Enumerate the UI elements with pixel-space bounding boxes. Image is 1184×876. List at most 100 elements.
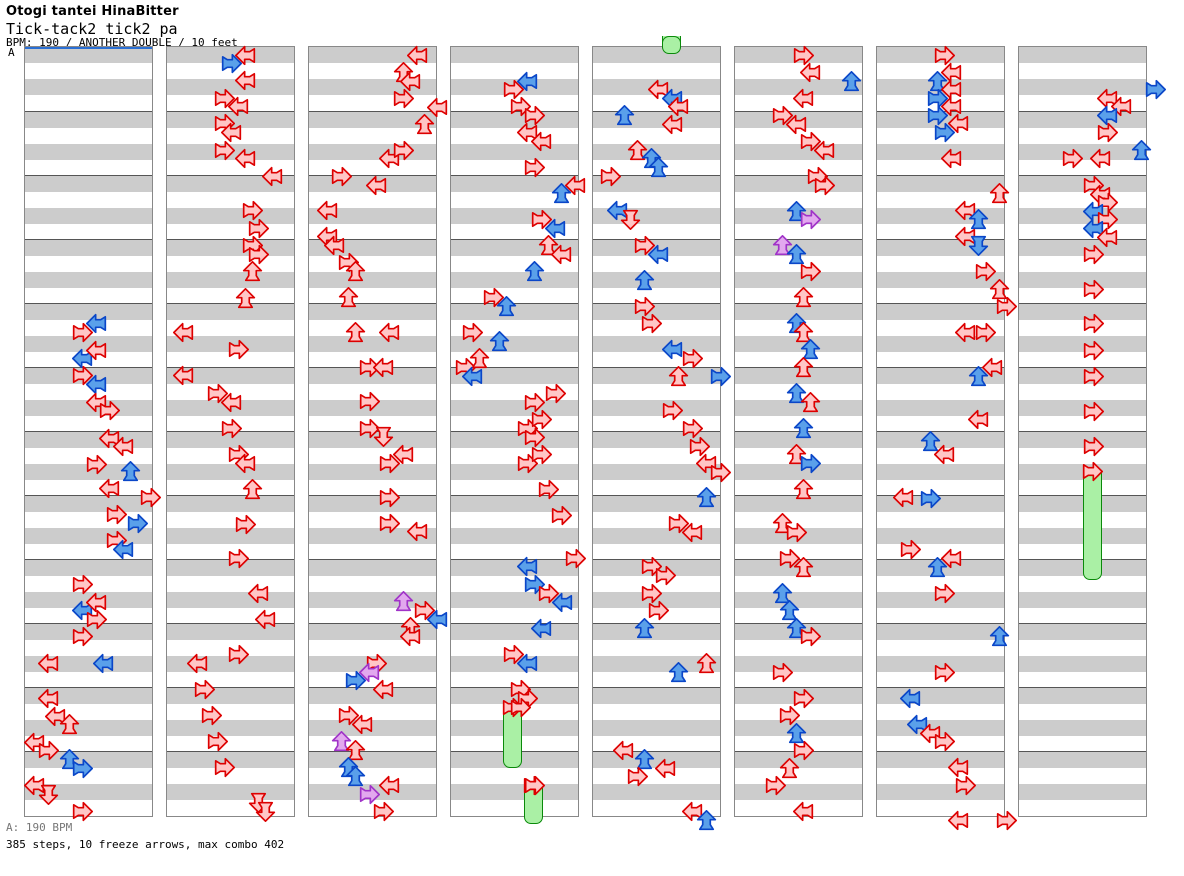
measure-band xyxy=(167,432,294,448)
measure xyxy=(877,687,1004,752)
measure-band xyxy=(1019,512,1146,528)
measure xyxy=(451,239,578,304)
measure-band xyxy=(309,464,436,480)
measure-band xyxy=(877,368,1004,384)
measure-band xyxy=(309,208,436,224)
measure-band xyxy=(1019,368,1146,384)
measure-band xyxy=(309,320,436,336)
measure-band xyxy=(877,560,1004,576)
freeze-arrow xyxy=(1083,470,1102,580)
measure-band xyxy=(167,288,294,304)
measure-band xyxy=(735,240,862,256)
measure-band xyxy=(309,224,436,240)
measure-band xyxy=(167,752,294,768)
measure-band xyxy=(877,592,1004,608)
chart-panel xyxy=(308,46,437,817)
measure-band xyxy=(167,400,294,416)
measure-band xyxy=(877,784,1004,800)
measure-band xyxy=(451,176,578,192)
measure xyxy=(735,111,862,176)
measure-band xyxy=(451,95,578,111)
measure-band xyxy=(309,63,436,79)
measure-band xyxy=(451,128,578,144)
measure-band xyxy=(735,768,862,784)
measure-band xyxy=(451,688,578,704)
measure-band xyxy=(593,384,720,400)
measure xyxy=(877,431,1004,496)
measure xyxy=(1019,111,1146,176)
measure-band xyxy=(735,528,862,544)
measure-band xyxy=(25,640,152,656)
measure xyxy=(451,303,578,368)
measure-band xyxy=(877,576,1004,592)
measure-band xyxy=(735,720,862,736)
measure-band xyxy=(309,608,436,624)
measure xyxy=(877,623,1004,688)
measure-band xyxy=(309,79,436,95)
measure-band xyxy=(25,144,152,160)
measure-band xyxy=(1019,736,1146,752)
measure-band xyxy=(877,480,1004,496)
measure-band xyxy=(1019,480,1146,496)
measure-band xyxy=(593,144,720,160)
measure-band xyxy=(877,336,1004,352)
measure-band xyxy=(877,544,1004,560)
measure-band xyxy=(167,768,294,784)
measure-band xyxy=(593,768,720,784)
measure-band xyxy=(25,464,152,480)
measure-band xyxy=(735,624,862,640)
measure-band xyxy=(451,496,578,512)
measure-band xyxy=(167,784,294,800)
measure-band xyxy=(309,688,436,704)
measure-band xyxy=(25,128,152,144)
measure-band xyxy=(1019,688,1146,704)
bpm-summary: A: 190 BPM xyxy=(6,821,73,834)
measure-band xyxy=(593,720,720,736)
measure-band xyxy=(735,608,862,624)
measure xyxy=(451,111,578,176)
measure-band xyxy=(1019,560,1146,576)
measure-band xyxy=(1019,224,1146,240)
measure-band xyxy=(593,528,720,544)
measure xyxy=(735,47,862,111)
measure-band xyxy=(735,640,862,656)
measure-band xyxy=(593,224,720,240)
measure xyxy=(25,47,152,111)
measure-band xyxy=(167,512,294,528)
freeze-body xyxy=(1083,470,1102,571)
measure-band xyxy=(593,208,720,224)
measure-band xyxy=(735,784,862,800)
measure-band xyxy=(735,160,862,176)
measure-band xyxy=(451,112,578,128)
measure-band xyxy=(1019,784,1146,800)
measure xyxy=(167,559,294,624)
measure-band xyxy=(25,400,152,416)
measure-band xyxy=(877,128,1004,144)
measure-band xyxy=(593,176,720,192)
measure-band xyxy=(1019,640,1146,656)
measure-band xyxy=(877,224,1004,240)
measure-band xyxy=(735,464,862,480)
measure-band xyxy=(735,384,862,400)
measure-band xyxy=(451,368,578,384)
measure-band xyxy=(25,95,152,111)
measure xyxy=(451,495,578,560)
measure-band xyxy=(25,368,152,384)
measure xyxy=(25,687,152,752)
measure-band xyxy=(451,784,578,800)
measure-band xyxy=(167,608,294,624)
measure-band xyxy=(167,688,294,704)
measure-band xyxy=(309,592,436,608)
measure-band xyxy=(451,528,578,544)
measure-band xyxy=(877,416,1004,432)
measure-band xyxy=(309,672,436,688)
measure-band xyxy=(25,176,152,192)
measure-band xyxy=(593,576,720,592)
measure-band xyxy=(451,768,578,784)
measure-band xyxy=(309,240,436,256)
measure-band xyxy=(167,240,294,256)
measure-band xyxy=(309,256,436,272)
measure-band xyxy=(451,79,578,95)
measure xyxy=(593,623,720,688)
measure-band xyxy=(877,496,1004,512)
